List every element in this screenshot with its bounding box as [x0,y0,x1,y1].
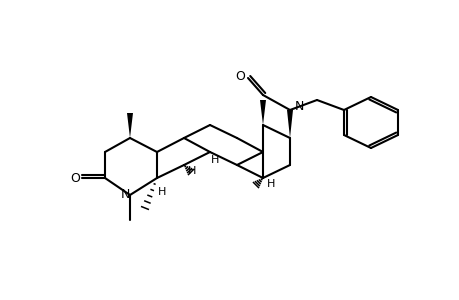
Polygon shape [286,110,292,138]
Text: H: H [266,179,274,189]
Text: H: H [210,155,218,165]
Polygon shape [259,100,265,125]
Text: N: N [120,188,129,200]
Polygon shape [127,113,133,138]
Text: H: H [157,187,166,197]
Text: N: N [294,100,304,112]
Text: O: O [235,70,244,83]
Text: O: O [70,172,80,184]
Text: H: H [187,166,196,176]
